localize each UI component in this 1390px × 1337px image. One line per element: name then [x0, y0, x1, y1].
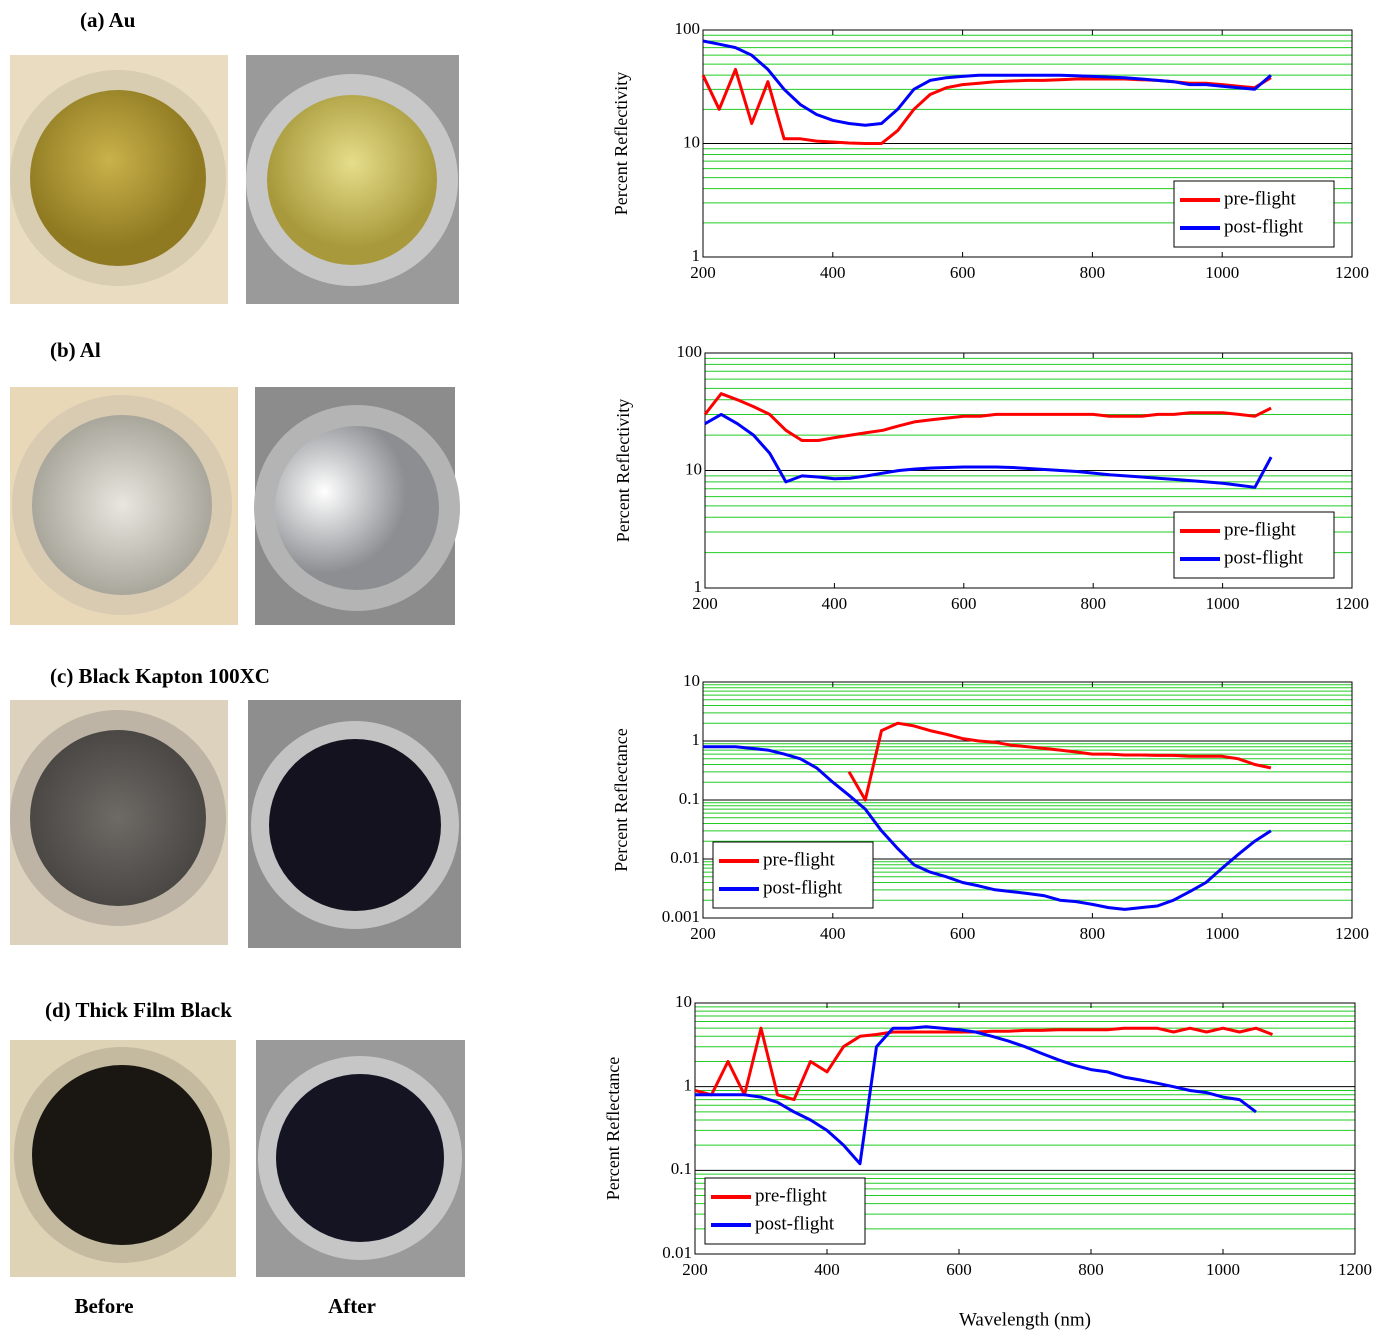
legend-label: pre-flight [755, 1185, 827, 1206]
plot-frame [702, 29, 1353, 258]
photo-label: After [328, 1294, 376, 1318]
y-tick-label: 100 [677, 342, 703, 361]
legend-box [1173, 180, 1335, 248]
y-tick-label: 10 [675, 992, 692, 1011]
x-axis-label: Wavelength (nm) [959, 1309, 1091, 1330]
photo-label: Before [74, 1294, 133, 1318]
y-tick-label: 1 [694, 577, 703, 596]
plot-frame [702, 681, 1353, 919]
y-tick-label: 0.1 [679, 789, 700, 808]
x-tick-label: 800 [1078, 1260, 1104, 1279]
x-tick-label: 1000 [1206, 1260, 1240, 1279]
legend-label: post-flight [763, 877, 843, 898]
x-tick-label: 1200 [1338, 1260, 1372, 1279]
x-tick-label: 200 [692, 594, 718, 613]
x-tick-label: 1200 [1335, 594, 1369, 613]
y-tick-label: 10 [683, 671, 700, 690]
legend-box [1173, 511, 1335, 579]
x-tick-label: 400 [820, 924, 846, 943]
y-tick-label: 1 [692, 246, 701, 265]
legend-box [712, 841, 874, 909]
series-line [703, 745, 1272, 911]
panel-title: (b) Al [50, 338, 101, 362]
plot-frame [694, 1002, 1356, 1255]
y-tick-label: 0.1 [671, 1159, 692, 1178]
x-tick-label: 200 [690, 924, 716, 943]
y-tick-label: 1 [684, 1076, 693, 1095]
x-tick-label: 1000 [1205, 263, 1239, 282]
x-tick-label: 400 [822, 594, 848, 613]
x-tick-label: 200 [682, 1260, 708, 1279]
y-axis-label: Percent Reflectance [611, 728, 631, 871]
x-tick-label: 800 [1080, 263, 1106, 282]
x-tick-label: 800 [1080, 924, 1106, 943]
panel-title: (d) Thick Film Black [45, 998, 232, 1022]
x-tick-label: 1000 [1205, 924, 1239, 943]
y-tick-label: 10 [683, 132, 700, 151]
plot-frame [704, 352, 1353, 589]
y-tick-label: 0.001 [662, 907, 700, 926]
series-line [694, 1026, 1274, 1102]
y-axis-label: Percent Reflectance [603, 1057, 623, 1200]
y-tick-label: 1 [692, 730, 701, 749]
legend-box [704, 1177, 866, 1245]
x-tick-label: 400 [814, 1260, 840, 1279]
y-tick-label: 10 [685, 459, 702, 478]
legend-label: post-flight [1224, 216, 1304, 237]
x-tick-label: 600 [951, 594, 977, 613]
legend-label: pre-flight [1224, 519, 1296, 540]
x-tick-label: 200 [690, 263, 716, 282]
x-tick-label: 600 [950, 263, 976, 282]
x-tick-label: 600 [946, 1260, 972, 1279]
y-tick-label: 0.01 [662, 1243, 692, 1262]
y-tick-label: 0.01 [670, 848, 700, 867]
x-tick-label: 400 [820, 263, 846, 282]
photos [10, 55, 465, 1277]
x-tick-label: 1000 [1206, 594, 1240, 613]
series-line [695, 1025, 1257, 1166]
y-axis-label: Percent Reflectivity [611, 72, 631, 215]
legend-label: pre-flight [763, 849, 835, 870]
series-line [703, 392, 1272, 442]
legend-label: post-flight [1224, 547, 1304, 568]
x-tick-label: 600 [950, 924, 976, 943]
x-tick-label: 800 [1080, 594, 1106, 613]
y-axis-label: Percent Reflectivity [613, 399, 633, 542]
x-tick-label: 1200 [1335, 263, 1369, 282]
legend-label: post-flight [755, 1213, 835, 1234]
series-line [704, 412, 1273, 489]
series-line [847, 721, 1272, 802]
panel-title: (a) Au [80, 8, 136, 32]
y-tick-label: 100 [675, 19, 701, 38]
legend-label: pre-flight [1224, 188, 1296, 209]
series-line [702, 39, 1272, 127]
panel-title: (c) Black Kapton 100XC [50, 664, 270, 688]
x-tick-label: 1200 [1335, 924, 1369, 943]
